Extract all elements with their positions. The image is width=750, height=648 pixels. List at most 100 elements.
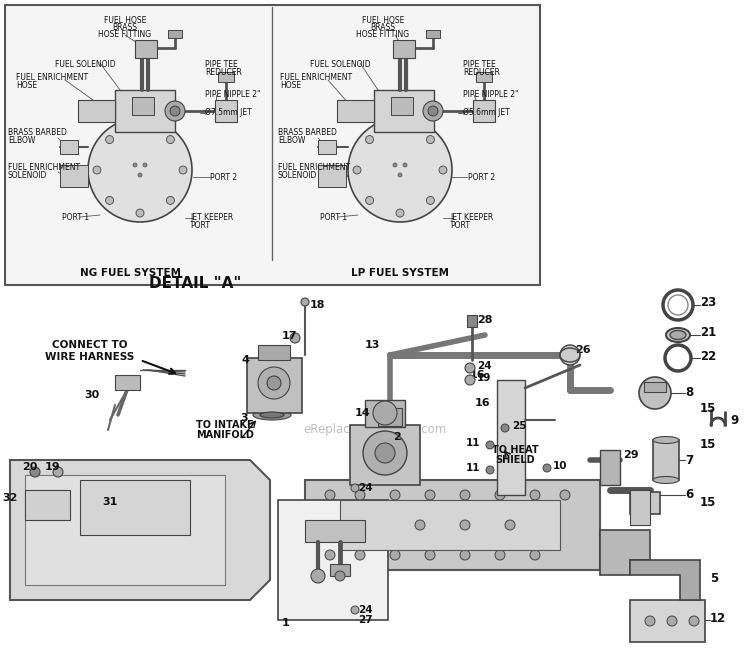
Text: SHIELD: SHIELD [495,455,535,465]
Bar [80,480,190,535]
Circle shape [290,333,300,343]
Text: PORT 1: PORT 1 [62,213,89,222]
Text: 15: 15 [700,402,716,415]
Bar [476,72,492,82]
Circle shape [460,490,470,500]
Circle shape [505,520,515,530]
Text: PIPE TEE: PIPE TEE [205,60,238,69]
Text: 13: 13 [364,340,380,350]
Circle shape [427,196,434,204]
Bar [378,408,402,426]
Bar [78,100,115,122]
Text: NG FUEL SYSTEM: NG FUEL SYSTEM [80,268,181,278]
Text: LP FUEL SYSTEM: LP FUEL SYSTEM [351,268,449,278]
Text: WIRE HARNESS: WIRE HARNESS [45,352,135,362]
Bar [135,40,157,58]
Text: 11: 11 [466,438,480,448]
Bar [374,90,434,132]
Circle shape [365,135,374,144]
Circle shape [179,166,187,174]
Circle shape [170,106,180,116]
Text: 28: 28 [477,315,493,325]
Text: PORT 2: PORT 2 [468,173,495,182]
Circle shape [393,163,397,167]
Bar [653,440,679,480]
Circle shape [495,490,505,500]
Bar [25,490,70,520]
Bar [5,5,540,285]
Ellipse shape [670,330,686,340]
Bar [630,492,660,514]
Circle shape [465,363,475,373]
Text: HOSE FITTING: HOSE FITTING [356,30,410,39]
Circle shape [639,377,671,409]
Text: SOLENOID: SOLENOID [278,171,317,180]
Text: 26: 26 [575,345,591,355]
Text: 24: 24 [477,361,492,371]
Text: 31: 31 [102,497,118,507]
Circle shape [88,118,192,222]
Text: PORT 1: PORT 1 [320,213,347,222]
Text: FUEL ENRICHMENT: FUEL ENRICHMENT [16,73,88,82]
Circle shape [645,616,655,626]
Text: 24: 24 [358,483,373,493]
Bar [247,358,302,413]
Circle shape [415,520,425,530]
Circle shape [465,375,475,385]
Circle shape [689,616,699,626]
Bar [115,375,140,390]
Text: BRASS BARBED: BRASS BARBED [8,128,67,137]
Circle shape [166,135,175,144]
Text: 22: 22 [700,349,716,362]
Text: 25: 25 [512,421,526,431]
Circle shape [335,571,345,581]
Ellipse shape [653,437,679,443]
Text: CONNECT TO: CONNECT TO [53,340,128,350]
Polygon shape [10,460,270,600]
Text: Ø5.6mm JET: Ø5.6mm JET [463,108,510,117]
Circle shape [373,401,397,425]
Text: 19: 19 [45,462,61,472]
Circle shape [351,606,359,614]
Circle shape [439,166,447,174]
Bar [391,97,413,115]
Text: 30: 30 [85,390,100,400]
Bar [337,100,374,122]
Circle shape [301,298,309,306]
Bar [278,500,388,620]
Circle shape [365,196,374,204]
Text: BRASS: BRASS [112,23,137,32]
Circle shape [106,135,113,144]
Text: FUEL SOLENOID: FUEL SOLENOID [55,60,116,69]
Circle shape [530,550,540,560]
Text: 9: 9 [730,413,738,426]
Polygon shape [630,560,700,600]
Text: 3: 3 [240,413,248,423]
Text: TO HEAT: TO HEAT [492,445,538,455]
Text: 4: 4 [242,355,250,365]
Circle shape [667,616,677,626]
Circle shape [363,431,407,475]
Circle shape [428,106,438,116]
Circle shape [560,345,580,365]
Text: 17: 17 [282,331,298,341]
Circle shape [355,550,365,560]
Circle shape [486,441,494,449]
Bar [25,475,225,585]
Circle shape [501,424,509,432]
Circle shape [353,166,361,174]
Text: 8: 8 [685,386,693,399]
Text: 29: 29 [623,450,638,460]
Bar [318,165,346,187]
Bar [132,97,154,115]
Circle shape [403,163,407,167]
Text: HOSE: HOSE [16,81,37,90]
Text: REDUCER: REDUCER [205,68,242,77]
Text: FUEL HOSE: FUEL HOSE [362,16,404,25]
Circle shape [311,569,325,583]
Circle shape [460,550,470,560]
Circle shape [398,173,402,177]
Text: 7: 7 [685,454,693,467]
Bar [473,100,495,122]
Text: 16: 16 [475,398,490,408]
